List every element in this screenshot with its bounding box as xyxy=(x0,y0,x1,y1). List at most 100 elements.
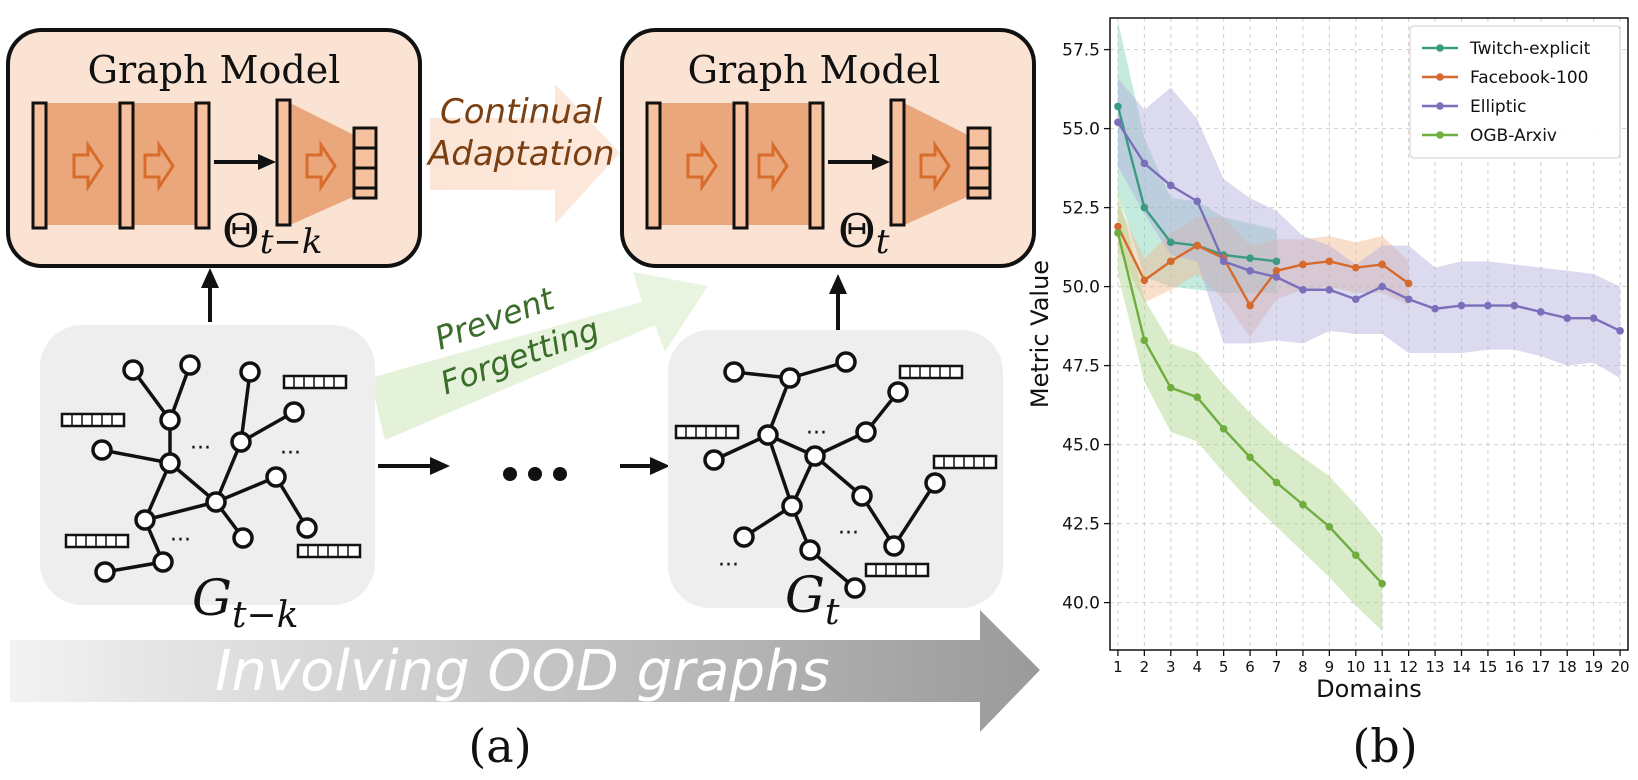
continual-label-line1: Continual xyxy=(440,92,603,132)
continual-label-line2: Adaptation xyxy=(426,134,615,174)
series-2-point-10 xyxy=(1351,295,1360,304)
series-2-point-18 xyxy=(1563,314,1572,323)
graph-right-label: Gt xyxy=(785,566,840,633)
ood-banner-text: Involving OOD graphs xyxy=(215,639,830,704)
xtick-label-14: 14 xyxy=(1452,658,1471,676)
series-3-point-5 xyxy=(1219,425,1228,433)
panel-a-label: (a) xyxy=(468,719,531,773)
legend-swatch-point-0 xyxy=(1436,44,1444,52)
graph-model-box-left: Graph Model Θt−k xyxy=(6,28,422,268)
legend-swatch-point-3 xyxy=(1436,131,1444,139)
legend-label-3: OGB-Arxiv xyxy=(1470,126,1557,146)
graph-right-dots-3: ··· xyxy=(718,553,739,578)
series-2-point-9 xyxy=(1325,285,1334,294)
series-3-point-11 xyxy=(1378,579,1387,588)
legend-swatch-point-1 xyxy=(1436,73,1444,81)
graph-model-box-right: Graph Model Θt xyxy=(620,28,1036,268)
xtick-label-2: 2 xyxy=(1140,658,1150,676)
series-line-2 xyxy=(1116,121,1621,332)
series-2-point-6 xyxy=(1246,267,1254,275)
ytick-label-50: 50.0 xyxy=(1062,278,1100,298)
xtick-label-6: 6 xyxy=(1245,658,1255,676)
panel-b-chart: 1 2 3 4 5 6 7 8 9 10 11 12 13 14 15 16 17 18 19 2040.042.54… xyxy=(1026,17,1630,773)
series-3-point-6 xyxy=(1246,453,1254,462)
series-3-point-8 xyxy=(1299,500,1307,509)
series-line-1 xyxy=(1116,226,1410,308)
y-axis-label: Metric Value xyxy=(1026,260,1054,408)
graph-left-label: Gt−k xyxy=(192,569,298,636)
sequence-arrow-right xyxy=(620,457,670,475)
xtick-label-13: 13 xyxy=(1426,658,1445,676)
xtick-label-8: 8 xyxy=(1298,658,1308,676)
series-1-point-4 xyxy=(1193,241,1202,250)
series-3-point-2 xyxy=(1140,336,1149,345)
xtick-label-10: 10 xyxy=(1346,658,1365,676)
xtick-label-16: 16 xyxy=(1505,658,1524,676)
series-2-point-4 xyxy=(1193,197,1202,206)
series-3-point-9 xyxy=(1325,522,1334,531)
series-3-point-4 xyxy=(1193,393,1202,402)
graph-right-dots-2: ··· xyxy=(838,521,859,546)
sequence-arrow-left xyxy=(378,457,450,475)
axes-frame xyxy=(1109,17,1629,651)
up-arrow-left xyxy=(201,268,219,322)
series-2-point-2 xyxy=(1140,159,1149,168)
series-2-point-17 xyxy=(1536,308,1545,316)
xtick-label-1: 1 xyxy=(1113,658,1123,676)
graph-left-dots-2: ··· xyxy=(280,441,301,466)
series-2-point-14 xyxy=(1457,301,1466,310)
ytick-label-45: 45.0 xyxy=(1062,436,1100,456)
ood-banner-arrow: Involving OOD graphs xyxy=(10,610,1040,732)
series-2-point-19 xyxy=(1589,314,1598,323)
band-1 xyxy=(1117,204,1409,338)
series-1-point-2 xyxy=(1140,276,1149,285)
series-3-point-10 xyxy=(1351,551,1360,559)
xtick-label-5: 5 xyxy=(1219,658,1229,676)
legend-label-0: Twitch-explicit xyxy=(1469,39,1591,59)
xtick-label-12: 12 xyxy=(1399,658,1418,676)
theta-left: Θt−k xyxy=(222,204,322,262)
xtick-label-7: 7 xyxy=(1272,658,1282,676)
xtick-label-15: 15 xyxy=(1478,658,1497,676)
prevent-forgetting-arrow: Prevent Forgetting xyxy=(370,272,708,440)
series-1-point-12 xyxy=(1404,279,1413,288)
series-0-point-3 xyxy=(1166,238,1175,247)
legend-label-1: Facebook-100 xyxy=(1470,68,1588,88)
series-1-point-6 xyxy=(1246,301,1254,310)
xtick-label-20: 20 xyxy=(1611,658,1630,676)
xtick-label-9: 9 xyxy=(1325,658,1335,676)
ytick-label-47.5: 47.5 xyxy=(1062,357,1100,377)
xtick-label-17: 17 xyxy=(1531,658,1550,676)
graph-model-title-right: Graph Model xyxy=(688,48,941,92)
panel-a: Involving OOD graphs Continual Adaptatio… xyxy=(6,28,1040,773)
series-2-point-11 xyxy=(1378,282,1387,291)
continual-adaptation-arrow: Continual Adaptation xyxy=(426,84,620,224)
series-1-point-7 xyxy=(1272,267,1281,275)
band-2 xyxy=(1117,78,1621,379)
series-2-point-7 xyxy=(1272,273,1281,281)
xtick-label-3: 3 xyxy=(1166,658,1176,676)
legend-box xyxy=(1409,25,1621,159)
series-1-point-1 xyxy=(1114,222,1122,231)
xtick-label-19: 19 xyxy=(1584,658,1603,676)
series-0-point-7 xyxy=(1272,257,1281,266)
series-0-point-6 xyxy=(1246,254,1254,262)
band-3 xyxy=(1117,188,1383,632)
series-2-point-5 xyxy=(1219,257,1228,266)
series-2-point-8 xyxy=(1299,285,1307,294)
panel-b-label: (b) xyxy=(1352,719,1417,773)
series-1-point-11 xyxy=(1378,260,1387,269)
series-1-point-9 xyxy=(1325,257,1334,266)
ytick-label-40: 40.0 xyxy=(1062,594,1100,614)
xtick-label-18: 18 xyxy=(1558,658,1577,676)
graph-left-dots-3: ··· xyxy=(170,528,191,553)
xtick-label-4: 4 xyxy=(1192,658,1202,676)
theta-right: Θt xyxy=(838,204,890,262)
series-3-point-7 xyxy=(1272,478,1281,487)
series-1-point-8 xyxy=(1299,260,1307,269)
series-2-point-20 xyxy=(1616,327,1624,335)
series-2-point-1 xyxy=(1114,118,1122,127)
legend-swatch-point-2 xyxy=(1436,102,1444,110)
graph-model-title-left: Graph Model xyxy=(88,48,341,92)
